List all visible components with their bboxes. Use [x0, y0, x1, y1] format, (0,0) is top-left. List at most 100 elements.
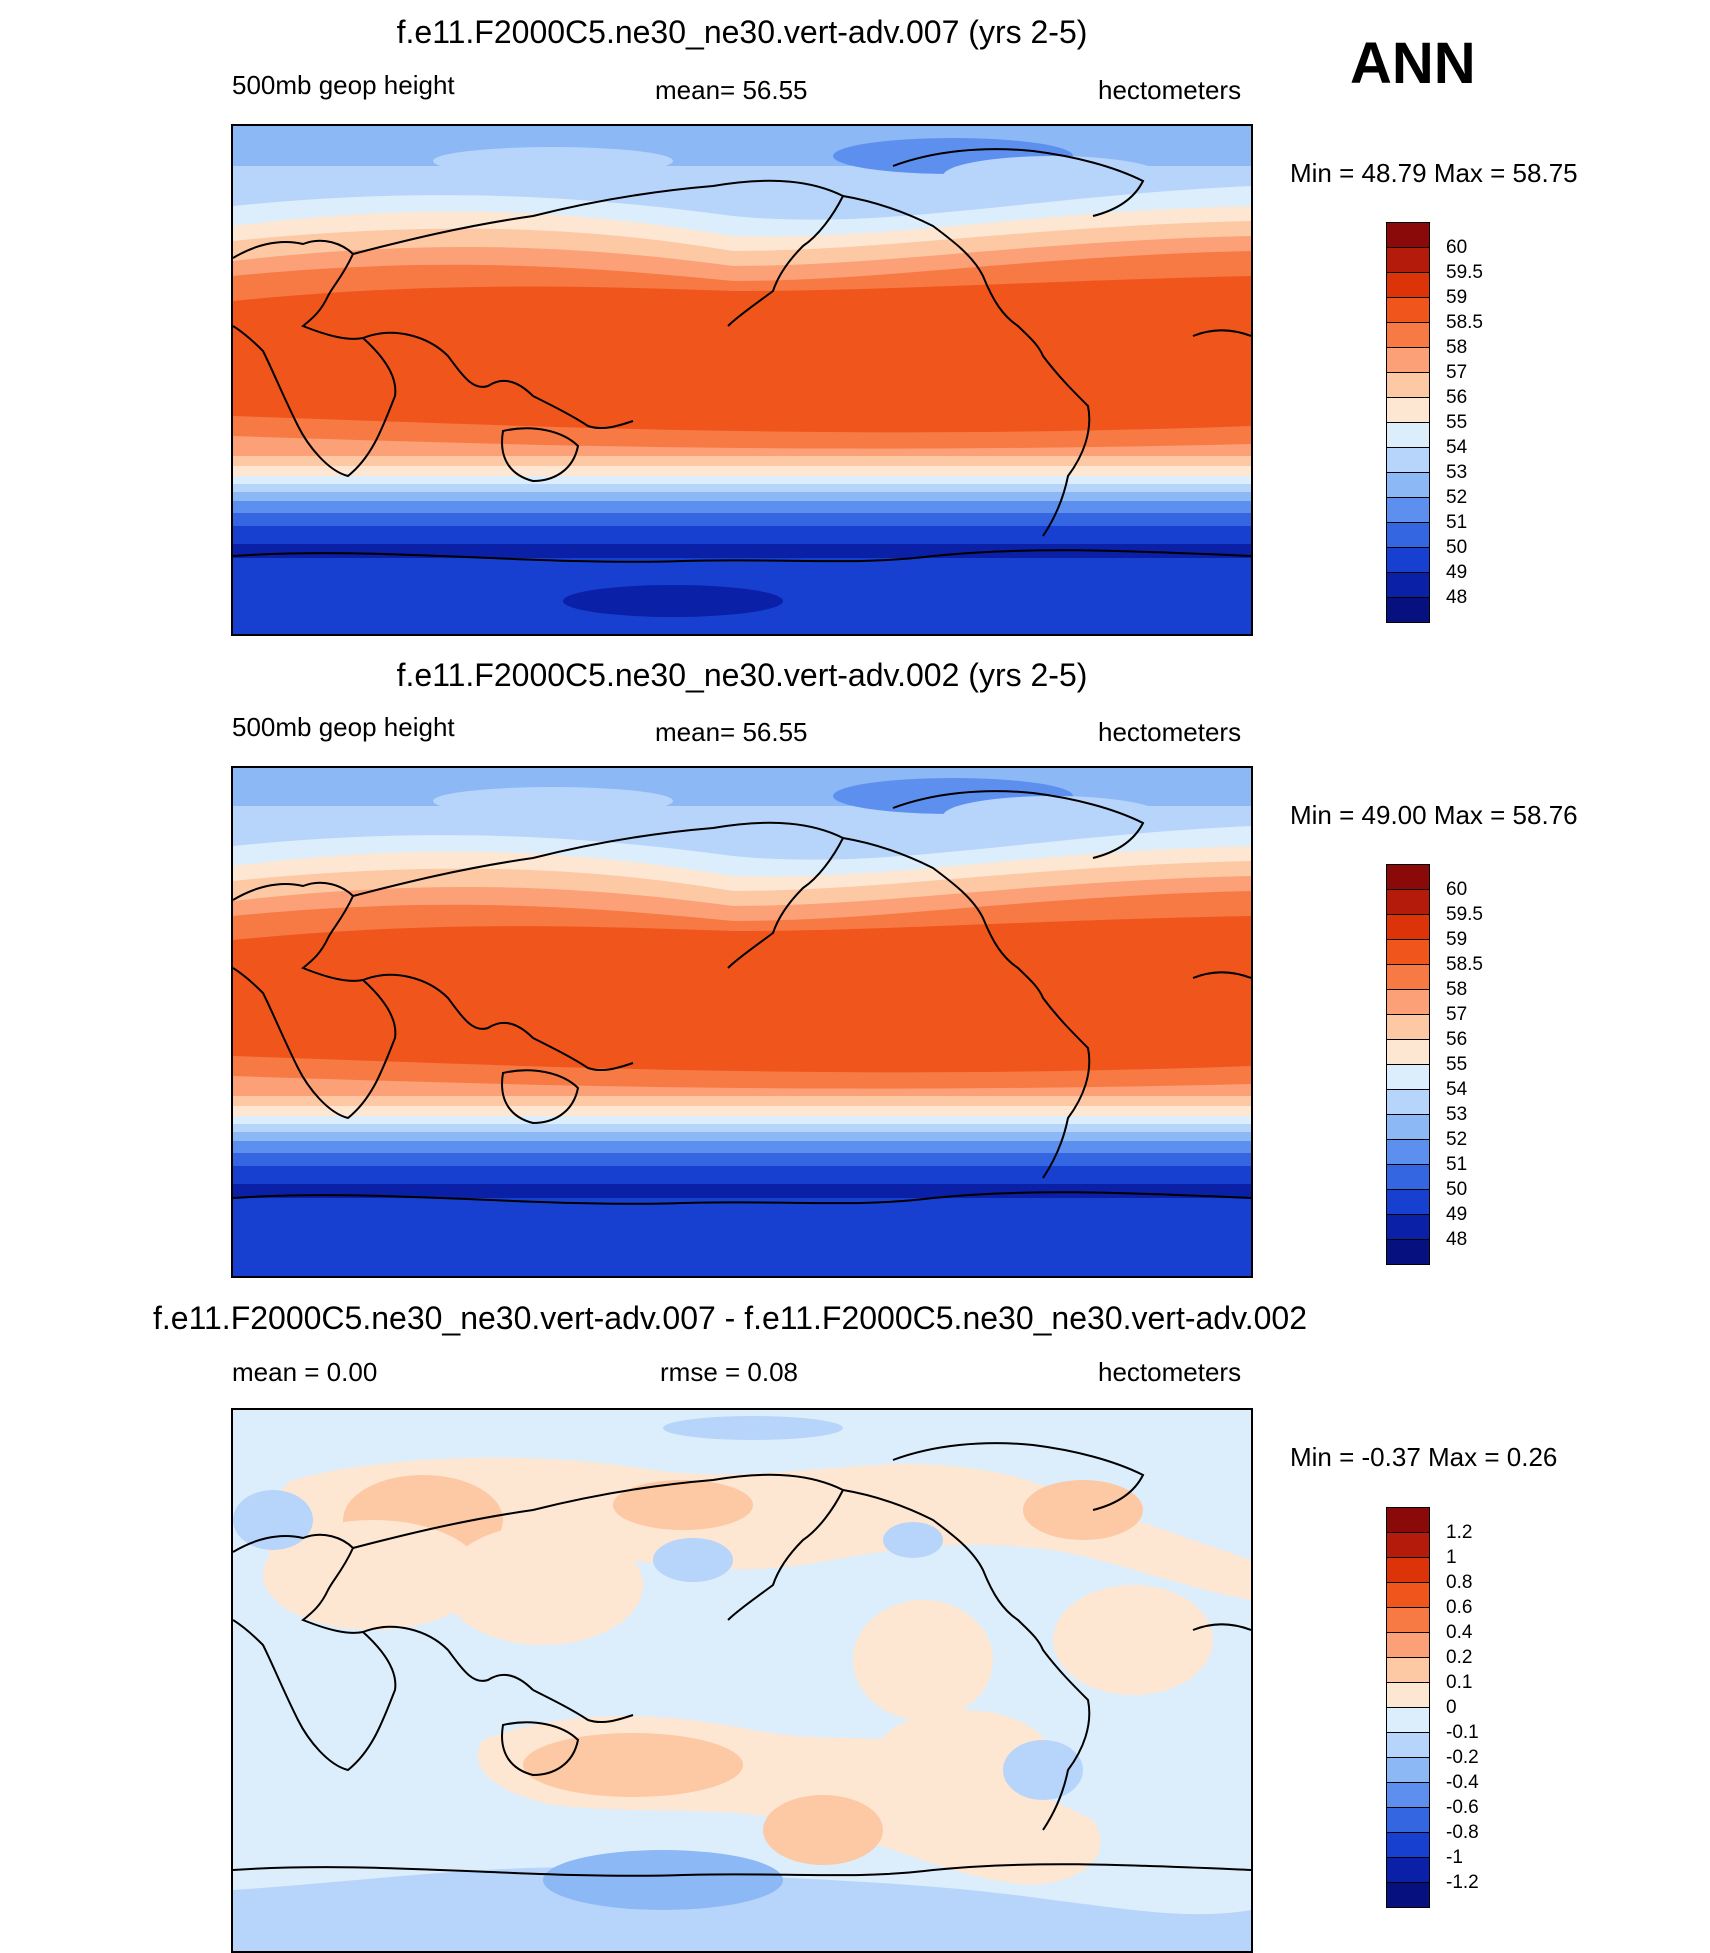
panel1-colorbar-label: 55	[1446, 412, 1468, 433]
panel2-colorbar-label: 58.5	[1446, 954, 1483, 975]
panel3-mean: mean = 0.00	[232, 1357, 378, 1387]
panel1-units: hectometers	[1098, 75, 1242, 105]
panel2-colorbar-swatch	[1386, 1014, 1430, 1040]
panel1-colorbar-label: 57	[1446, 362, 1468, 383]
panel3-colorbar-swatch	[1386, 1732, 1430, 1758]
panel1-colorbar-label: 50	[1446, 537, 1468, 558]
panel1-colorbar-label: 56	[1446, 387, 1468, 408]
panel2-colorbar-label: 56	[1446, 1029, 1468, 1050]
panel2-colorbar-swatch	[1386, 964, 1430, 990]
panel1-title: f.e11.F2000C5.ne30_ne30.vert-adv.007 (yr…	[396, 14, 1088, 50]
panel2-mean: mean= 56.55	[655, 717, 808, 747]
panel2-colorbar-swatch	[1386, 1189, 1430, 1215]
panel1-colorbar-label: 59.5	[1446, 262, 1483, 283]
panel1-colorbar-swatch	[1386, 447, 1430, 473]
panel2-colorbar-label: 49	[1446, 1204, 1468, 1225]
panel1-contour-bands	[233, 126, 1251, 634]
panel1-variable: 500mb geop height	[232, 70, 455, 100]
panel3-colorbar-label: 0.8	[1446, 1572, 1473, 1593]
panel2-colorbar-swatch	[1386, 1089, 1430, 1115]
panel2-colorbar-swatch	[1386, 889, 1430, 915]
panel3-colorbar-label: 0.6	[1446, 1597, 1473, 1618]
panel3-colorbar-label: -1	[1446, 1847, 1463, 1868]
panel3-units: hectometers	[1098, 1357, 1242, 1387]
panel3-colorbar-swatch	[1386, 1657, 1430, 1683]
panel3-colorbar-label: -0.2	[1446, 1747, 1479, 1768]
panel1-colorbar-label: 52	[1446, 487, 1468, 508]
panel1-colorbar-label: 48	[1446, 587, 1468, 608]
panel3-title: f.e11.F2000C5.ne30_ne30.vert-adv.007 - f…	[153, 1300, 1307, 1336]
panel2-colorbar-swatch	[1386, 864, 1430, 890]
panel1-colorbar-label: 53	[1446, 462, 1468, 483]
panel3-map	[231, 1408, 1253, 1953]
panel3-colorbar-swatch	[1386, 1782, 1430, 1808]
panel2-map	[231, 766, 1253, 1278]
panel1-colorbar-swatch	[1386, 272, 1430, 298]
panel2-colorbar-label: 59	[1446, 929, 1468, 950]
panel1-colorbar-swatch	[1386, 572, 1430, 598]
panel2-colorbar-swatch	[1386, 1214, 1430, 1240]
panel2-colorbar-swatch	[1386, 1114, 1430, 1140]
panel2-colorbar-label: 55	[1446, 1054, 1468, 1075]
panel2-colorbar-label: 50	[1446, 1179, 1468, 1200]
panel3-colorbar-swatch	[1386, 1557, 1430, 1583]
panel2-colorbar-label: 52	[1446, 1129, 1468, 1150]
panel3-colorbar-label: -0.6	[1446, 1797, 1479, 1818]
panel3-colorbar-swatch	[1386, 1507, 1430, 1533]
panel1-colorbar-swatch	[1386, 472, 1430, 498]
panel3-colorbar-swatch	[1386, 1857, 1430, 1883]
panel3-rmse: rmse = 0.08	[660, 1357, 799, 1387]
panel1-colorbar-label: 49	[1446, 562, 1468, 583]
panel1-colorbar-swatch	[1386, 297, 1430, 323]
panel3-colorbar-label: 0	[1446, 1697, 1457, 1718]
panel2-variable: 500mb geop height	[232, 712, 455, 742]
panel2-contour-bands	[233, 768, 1251, 1276]
panel1-colorbar-swatch	[1386, 247, 1430, 273]
panel1-colorbar-swatch	[1386, 547, 1430, 573]
panel2-colorbar-swatch	[1386, 989, 1430, 1015]
panel3-contour-bands	[233, 1410, 1251, 1951]
panel2-units: hectometers	[1098, 717, 1242, 747]
panel3-colorbar-label: -0.4	[1446, 1772, 1479, 1793]
panel3-colorbar-label: 0.1	[1446, 1672, 1473, 1693]
panel1-colorbar-label: 60	[1446, 237, 1468, 258]
panel1-colorbar-swatch	[1386, 322, 1430, 348]
panel1-colorbar-label: 59	[1446, 287, 1468, 308]
panel1-mean: mean= 56.55	[655, 75, 808, 105]
panel3-colorbar-swatch	[1386, 1582, 1430, 1608]
panel2-colorbar-label: 57	[1446, 1004, 1468, 1025]
panel3-colorbar-swatch	[1386, 1807, 1430, 1833]
panel2-colorbar-swatch	[1386, 1039, 1430, 1065]
panel3-colorbar-swatch	[1386, 1607, 1430, 1633]
panel1-minmax: Min = 48.79 Max = 58.75	[1290, 158, 1578, 188]
season-label: ANN	[1350, 31, 1476, 96]
panel1-colorbar-label: 58	[1446, 337, 1468, 358]
panel3-colorbar-swatch	[1386, 1632, 1430, 1658]
panel3-colorbar-swatch	[1386, 1832, 1430, 1858]
panel1-colorbar-swatch	[1386, 497, 1430, 523]
panel2-colorbar-swatch	[1386, 1139, 1430, 1165]
panel3-colorbar-label: 1	[1446, 1547, 1457, 1568]
panel1-colorbar-swatch	[1386, 222, 1430, 248]
panel2-colorbar-label: 51	[1446, 1154, 1468, 1175]
panel3-colorbar-label: 0.2	[1446, 1647, 1473, 1668]
panel3-colorbar-label: -0.8	[1446, 1822, 1479, 1843]
panel3-minmax: Min = -0.37 Max = 0.26	[1290, 1442, 1558, 1472]
panel3-colorbar-label: 1.2	[1446, 1522, 1473, 1543]
panel3-colorbar-swatch	[1386, 1707, 1430, 1733]
panel3-colorbar-label: -1.2	[1446, 1872, 1479, 1893]
panel1-colorbar-swatch	[1386, 522, 1430, 548]
panel1-colorbar-label: 58.5	[1446, 312, 1483, 333]
panel2-title: f.e11.F2000C5.ne30_ne30.vert-adv.002 (yr…	[396, 657, 1088, 693]
panel1-colorbar-label: 51	[1446, 512, 1468, 533]
panel1-colorbar-label: 54	[1446, 437, 1468, 458]
panel3-coastlines	[233, 1442, 1251, 1877]
panel3-colorbar-label: 0.4	[1446, 1622, 1473, 1643]
panel1-colorbar-swatch	[1386, 422, 1430, 448]
panel2-colorbar-swatch	[1386, 939, 1430, 965]
panel2-colorbar-swatch	[1386, 1064, 1430, 1090]
panel1-colorbar-swatch	[1386, 372, 1430, 398]
panel3-colorbar-swatch	[1386, 1757, 1430, 1783]
panel2-coastlines	[233, 790, 1251, 1205]
panel3-colorbar-swatch	[1386, 1882, 1430, 1908]
